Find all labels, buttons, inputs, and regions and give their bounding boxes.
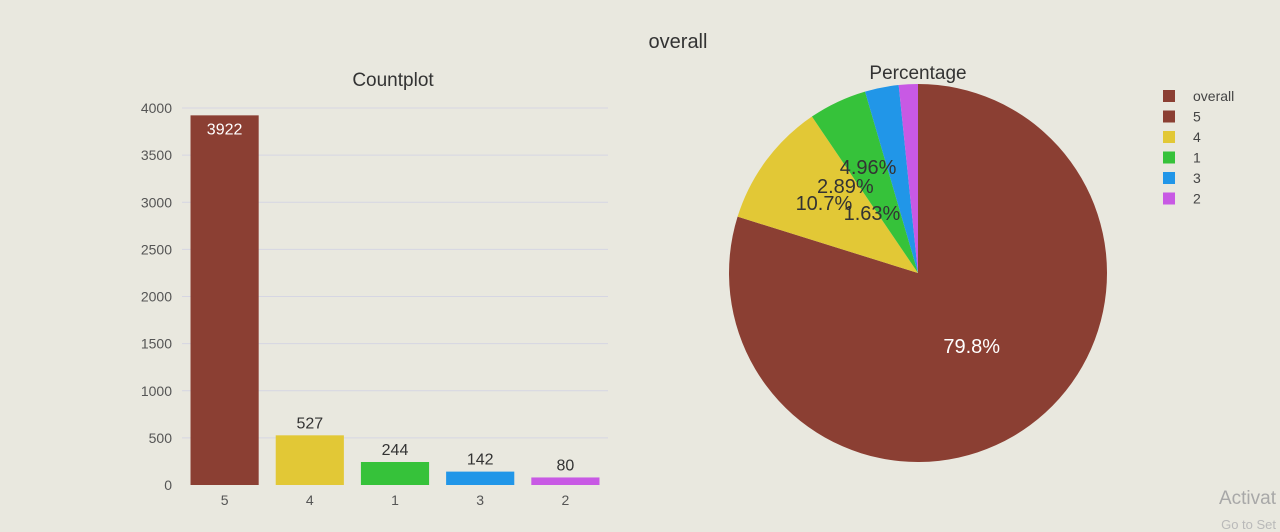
- bar-data-label: 142: [467, 452, 494, 469]
- legend-swatch: [1163, 110, 1175, 123]
- x-tick-label: 4: [306, 492, 314, 508]
- y-tick-label: 1500: [141, 336, 172, 352]
- pie-slice: [737, 116, 918, 273]
- x-tick-label: 2: [562, 492, 570, 508]
- pie-slice-label: 4.96%: [840, 157, 897, 179]
- bar-data-label: 244: [382, 442, 409, 459]
- pie-slice-label-outside: 1.63%: [844, 203, 901, 225]
- pie-slice: [811, 91, 918, 273]
- bar: [531, 477, 600, 485]
- legend-swatch: [1163, 131, 1175, 143]
- percentage-pie-chart: Percentage 79.8% 10.7% 4.96%2.89% 1.63%: [729, 63, 1108, 462]
- pie-slice: [898, 84, 918, 273]
- pie-labels: 79.8% 10.7% 4.96%2.89% 1.63%: [796, 157, 1001, 358]
- bar-marks: 3922 527 244 142 80: [190, 115, 600, 485]
- y-tick-label: 3500: [141, 147, 172, 163]
- activation-watermark-subtext: Go to Set: [1221, 517, 1276, 532]
- pie-slice-label-outside: 2.89%: [817, 176, 874, 198]
- pie-slice: [729, 84, 1108, 462]
- pie-slices: [729, 84, 1108, 462]
- y-tick-label: 3000: [141, 194, 172, 210]
- legend-title-swatch: [1163, 90, 1175, 102]
- pie-slice: [865, 84, 918, 274]
- y-tick-label: 4000: [141, 100, 172, 116]
- countplot-chart: Countplot 050010001500200025003000350040…: [141, 70, 608, 508]
- legend-entry-label: 5: [1193, 109, 1201, 125]
- bar-data-label: 527: [296, 415, 323, 432]
- legend-swatch: [1163, 172, 1175, 184]
- x-tick-label: 1: [391, 492, 399, 508]
- legend: overall 5 4 1 3 2: [1163, 88, 1234, 207]
- bar-y-ticks: 0 500 1000 1500 2000 2500 3000 3500 4000: [141, 100, 172, 493]
- figure-title: overall: [649, 31, 708, 53]
- bar: [190, 115, 259, 485]
- bar-x-ticks: 5 4 1 3 2: [221, 492, 570, 508]
- legend-swatch: [1163, 151, 1175, 164]
- bar: [275, 435, 344, 485]
- bar: [360, 462, 430, 485]
- bar-data-label: 80: [557, 457, 575, 474]
- bar-data-label: 3922: [207, 121, 243, 138]
- pie-title: Percentage: [869, 63, 966, 84]
- bar: [446, 471, 515, 485]
- legend-title: overall: [1193, 88, 1234, 104]
- legend-entry-label: 4: [1193, 129, 1201, 145]
- legend-entry-label: 1: [1193, 150, 1201, 166]
- x-tick-label: 3: [476, 492, 484, 508]
- legend-entry-label: 3: [1193, 170, 1201, 186]
- countplot-title: Countplot: [352, 70, 434, 91]
- pie-slice-label: 10.7%: [796, 193, 853, 215]
- y-tick-label: 2500: [141, 241, 172, 257]
- legend-entry-label: 2: [1193, 191, 1201, 207]
- y-tick-label: 2000: [141, 289, 172, 305]
- pie-slice-label: 79.8%: [943, 336, 1000, 358]
- y-tick-label: 1000: [141, 383, 172, 399]
- legend-swatch: [1163, 192, 1175, 205]
- y-tick-label: 0: [164, 477, 172, 493]
- x-tick-label: 5: [221, 492, 229, 508]
- y-tick-label: 500: [149, 430, 173, 446]
- activation-watermark: Activat: [1218, 488, 1276, 509]
